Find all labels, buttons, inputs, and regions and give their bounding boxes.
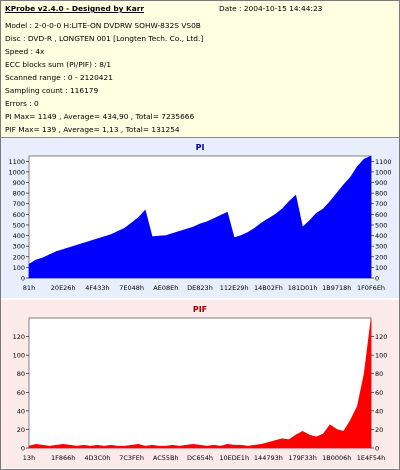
- pif-xtick-label: 13h: [23, 454, 35, 462]
- pi-ytick-label-left: 100: [13, 264, 25, 272]
- pi-xtick-label: 20E26h: [51, 284, 76, 292]
- pi-ytick-label-right: 800: [375, 190, 387, 198]
- pi-ytick-label-right: 400: [375, 232, 387, 240]
- pif-ytick-label-right: 0: [375, 445, 379, 453]
- pif-xtick-label: 179F33h: [288, 454, 317, 462]
- pi-ytick-label-left: 700: [13, 200, 25, 208]
- pif-xtick-label: 10EDE1h: [219, 454, 249, 462]
- pi-xtick-label: DE823h: [187, 284, 213, 292]
- pi-xtick-label: 81h: [23, 284, 35, 292]
- pif-ytick-label-right: 60: [375, 389, 383, 397]
- pi-ytick-label-right: 500: [375, 221, 387, 229]
- pif-series-area: [28, 318, 372, 449]
- pif-ytick-label-left: 0: [21, 445, 25, 453]
- pif-xtick-label: 7C3FEh: [119, 454, 144, 462]
- pif-ytick-label-right: 20: [375, 426, 383, 434]
- pi-ytick-label-right: 900: [375, 179, 387, 187]
- pi-xtick-label: 1F0F6Eh: [357, 284, 385, 292]
- scan-info-panel: KProbe v2.4.0 - Designed by Karr Date : …: [1, 1, 399, 138]
- disc-line: Disc : DVD-R , LONGTEN 001 [Longten Tech…: [5, 34, 204, 43]
- pi-ytick-label-left: 500: [13, 221, 25, 229]
- pi-xtick-label: 1B9718h: [322, 284, 351, 292]
- pif-xtick-label: 1F866h: [51, 454, 75, 462]
- pif-xtick-label: 1B0006h: [322, 454, 351, 462]
- pif-ytick-label-left: 20: [17, 426, 25, 434]
- pi-ytick-label-right: 200: [375, 253, 387, 261]
- pi-ytick-label-left: 300: [13, 243, 25, 251]
- pif-ytick-label-left: 120: [13, 333, 25, 341]
- pif-stats-line: PIF Max= 139 , Average= 1,13 , Total= 13…: [5, 125, 180, 134]
- pi-xtick-label: AE08Eh: [153, 284, 178, 292]
- pi-chart: PI 0 0 100 100 200 200 300 300 400 400 500 500 600 600…: [1, 138, 399, 298]
- pi-ytick-label-right: 300: [375, 243, 387, 251]
- pi-ytick-label-left: 200: [13, 253, 25, 261]
- pif-ytick-label-right: 100: [375, 352, 387, 360]
- pi-ytick-label-left: 0: [21, 275, 25, 283]
- model-line: Model : 2-0-0-0 H:LITE-ON DVDRW SOHW-832…: [5, 21, 201, 30]
- pi-title: PI: [196, 143, 205, 152]
- pi-xtick-label: 4F433h: [85, 284, 109, 292]
- pi-ytick-label-right: 1100: [375, 158, 392, 166]
- pi-xtick-label: 112E29h: [220, 284, 249, 292]
- errors-line: Errors : 0: [5, 99, 39, 108]
- pif-title: PIF: [193, 305, 207, 314]
- scan-date: Date : 2004-10-15 14:44:23: [219, 4, 323, 13]
- pif-xtick-label: 4D3C0h: [84, 454, 110, 462]
- ecc-line: ECC blocks sum (PI/PIF) : 8/1: [5, 60, 112, 69]
- pi-xtick-label: 14B02Fh: [254, 284, 283, 292]
- pi-series-area: [28, 155, 372, 279]
- pi-ytick-label-right: 0: [375, 275, 379, 283]
- pi-ytick-label-right: 1000: [375, 168, 392, 176]
- pi-ytick-label-left: 1100: [8, 158, 25, 166]
- pif-chart: PIF 0 0 20 20 40 40 60 60 80 80 100 100 120 120 13h 1F86…: [1, 300, 399, 468]
- pif-ytick-label-left: 40: [17, 407, 25, 415]
- pi-ytick-label-right: 600: [375, 211, 387, 219]
- pif-ytick-label-left: 60: [17, 389, 25, 397]
- pif-ytick-label-right: 40: [375, 407, 383, 415]
- pi-ytick-label-right: 100: [375, 264, 387, 272]
- pif-ytick-label-left: 80: [17, 370, 25, 378]
- sampling-count-line: Sampling count : 116179: [5, 86, 99, 95]
- scanned-range-line: Scanned range : 0 - 2120421: [5, 73, 113, 82]
- pi-ytick-label-left: 600: [13, 211, 25, 219]
- pi-xtick-label: 181D01h: [288, 284, 318, 292]
- pi-ytick-label-left: 900: [13, 179, 25, 187]
- pif-ytick-label-right: 120: [375, 333, 387, 341]
- pi-stats-line: PI Max= 1149 , Average= 434,90 , Total= …: [5, 112, 195, 121]
- pif-plot-area: [28, 317, 372, 449]
- pif-xtick-label: 1E4F54h: [357, 454, 386, 462]
- pi-ytick-label-left: 400: [13, 232, 25, 240]
- pi-ytick-label-left: 800: [13, 190, 25, 198]
- speed-line: Speed : 4x: [5, 47, 45, 56]
- app-title: KProbe v2.4.0 - Designed by Karr: [5, 4, 145, 13]
- pif-xtick-label: 144793h: [254, 454, 283, 462]
- pi-ytick-label-left: 1000: [8, 168, 25, 176]
- pif-xtick-label: DC654h: [187, 454, 213, 462]
- pif-xtick-label: AC55Bh: [153, 454, 179, 462]
- pi-ytick-label-right: 700: [375, 200, 387, 208]
- pi-xtick-label: 7E048h: [119, 284, 144, 292]
- pif-ytick-label-left: 100: [13, 352, 25, 360]
- pif-ytick-label-right: 80: [375, 370, 383, 378]
